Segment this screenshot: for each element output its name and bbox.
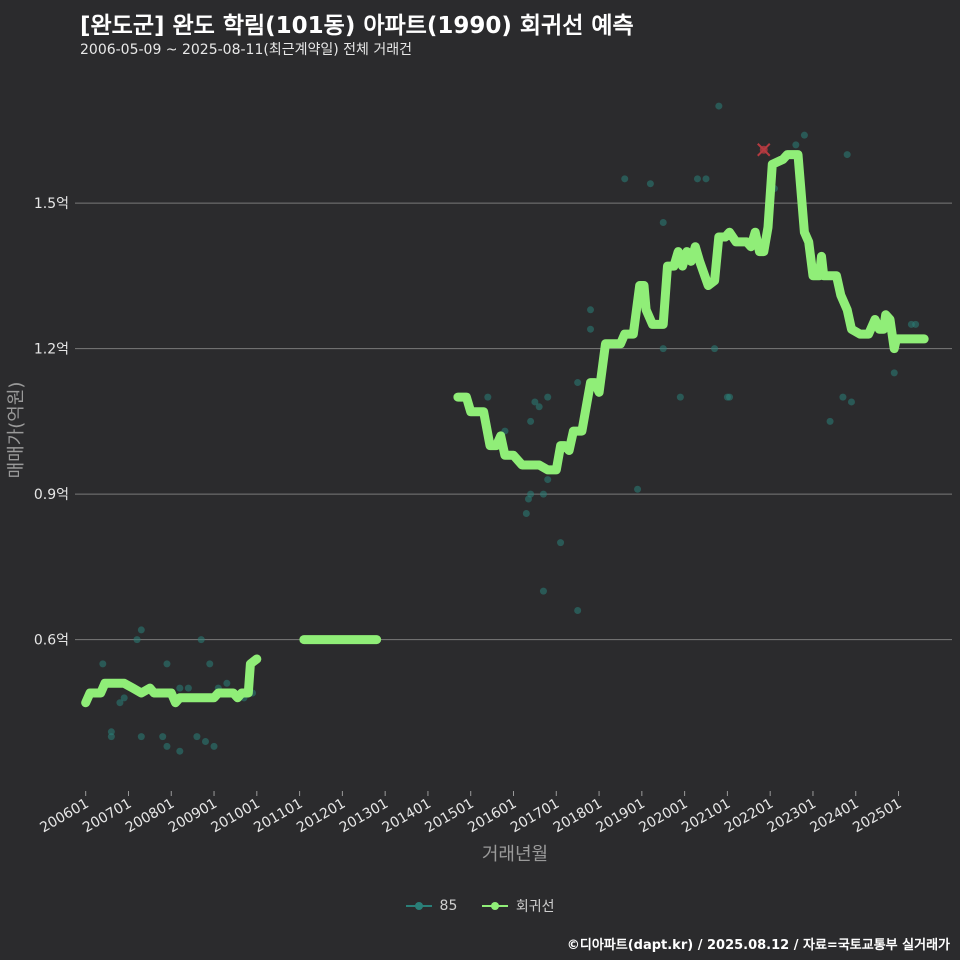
legend: 85 회귀선 (0, 896, 960, 917)
data-point (539, 490, 547, 498)
y-tick-label: 0.6억 (34, 633, 69, 649)
data-point (715, 102, 723, 110)
data-point (839, 393, 847, 401)
highlight-marker (757, 143, 771, 157)
data-point (137, 626, 145, 634)
data-point (163, 742, 171, 750)
data-point (133, 636, 141, 644)
source-caption: ©디아파트(dapt.kr) / 2025.08.12 / 자료=국토교통부 실… (566, 938, 950, 953)
data-point (120, 694, 128, 702)
chart-subtitle: 2006-05-09 ~ 2025-08-11(최근계약일) 전체 거래건 (80, 42, 412, 58)
data-point (544, 393, 552, 401)
y-tick-label: 1.2억 (34, 342, 69, 358)
x-axis-label: 거래년월 (482, 844, 548, 865)
data-point (193, 733, 201, 741)
regression-segment (81, 654, 262, 708)
data-point (531, 398, 539, 406)
data-point (159, 733, 167, 741)
legend-label-regression: 회귀선 (515, 899, 555, 915)
data-point (176, 684, 184, 692)
legend-item-85: 85 (405, 898, 458, 914)
legend-label-85: 85 (439, 898, 458, 914)
data-point (659, 218, 667, 226)
data-point (527, 417, 535, 425)
data-point (843, 151, 851, 159)
data-point (800, 131, 808, 139)
data-point (137, 733, 145, 741)
data-point (574, 607, 582, 615)
data-point (711, 345, 719, 353)
legend-key-85 (405, 899, 432, 913)
data-point (574, 379, 582, 387)
data-point (210, 742, 218, 750)
highlight-cross (757, 143, 771, 157)
data-point (522, 510, 530, 518)
scatter-points-85 (99, 102, 920, 755)
data-point (544, 476, 552, 484)
y-tick-label: 1.5억 (34, 196, 69, 212)
data-point (116, 699, 124, 707)
data-point (197, 636, 205, 644)
data-point (535, 403, 543, 411)
data-point (484, 393, 492, 401)
data-point (587, 325, 595, 333)
regression-line (81, 150, 929, 708)
y-axis-ticks: 0.6억 0.9억 1.2억 1.5억 (34, 196, 69, 649)
data-point (634, 485, 642, 493)
data-point (847, 398, 855, 406)
data-point (201, 737, 209, 745)
x-axis-ticks: 2006012007012008012009012010012011012012… (37, 791, 905, 837)
data-point (99, 660, 107, 668)
data-point (163, 660, 171, 668)
data-point (557, 539, 565, 547)
data-point (206, 660, 214, 668)
x-tick-label: 202501 (850, 796, 904, 837)
data-point (107, 733, 115, 741)
data-point (702, 175, 710, 183)
y-tick-label: 0.9억 (34, 487, 69, 503)
data-point (676, 393, 684, 401)
data-point (527, 490, 535, 498)
data-point (223, 679, 231, 687)
data-point (184, 684, 192, 692)
y-axis-label: 매매가(억원) (6, 382, 27, 479)
data-point (826, 417, 834, 425)
data-point (107, 728, 115, 736)
legend-item-regression: 회귀선 (481, 896, 555, 916)
data-point (912, 320, 920, 328)
data-point (890, 369, 898, 377)
chart-title: [완도군] 완도 학림(101동) 아파트(1990) 회귀선 예측 (80, 13, 634, 39)
data-point (646, 180, 654, 188)
data-point (726, 393, 734, 401)
data-point (693, 175, 701, 183)
data-point (539, 587, 547, 595)
regression-segment (453, 150, 929, 475)
legend-key-regression (481, 899, 508, 913)
data-point (176, 747, 184, 755)
data-point (621, 175, 629, 183)
data-point (587, 306, 595, 314)
data-point (792, 141, 800, 149)
data-point (659, 345, 667, 353)
